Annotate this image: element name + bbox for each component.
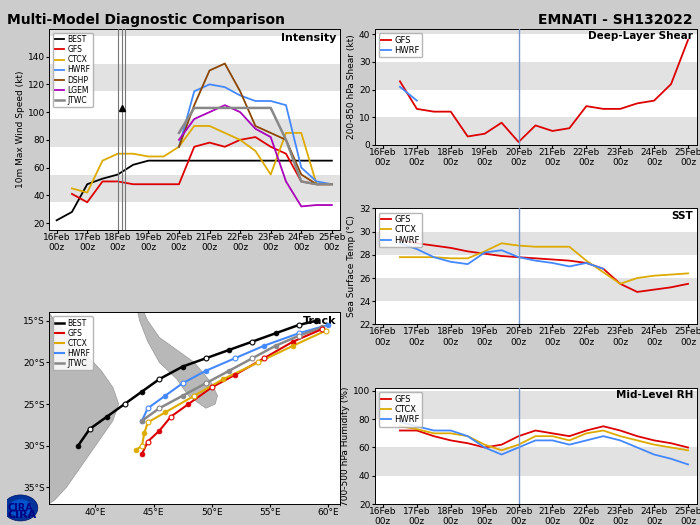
Polygon shape: [136, 298, 218, 408]
Legend: GFS, HWRF: GFS, HWRF: [379, 33, 422, 57]
Text: EMNATI - SH132022: EMNATI - SH132022: [538, 13, 693, 27]
Y-axis label: 700-500 hPa Humidity (%): 700-500 hPa Humidity (%): [342, 386, 350, 506]
Circle shape: [9, 499, 32, 517]
Bar: [374, 29, 696, 35]
Text: Mid-Level RH: Mid-Level RH: [616, 391, 693, 401]
Polygon shape: [49, 312, 119, 504]
Legend: BEST, GFS, CTCX, HWRF, DSHP, LGEM, JTWC: BEST, GFS, CTCX, HWRF, DSHP, LGEM, JTWC: [52, 33, 92, 107]
Text: Intensity: Intensity: [281, 33, 337, 43]
Text: SST: SST: [671, 211, 693, 221]
Bar: [49, 119, 340, 147]
Bar: [49, 174, 340, 202]
Bar: [374, 278, 696, 301]
Legend: BEST, GFS, CTCX, HWRF, JTWC: BEST, GFS, CTCX, HWRF, JTWC: [52, 316, 92, 371]
Text: Track: Track: [303, 316, 337, 326]
Bar: [374, 62, 696, 90]
Y-axis label: 200-850 hPa Shear (kt): 200-850 hPa Shear (kt): [347, 35, 356, 139]
Text: CIRA: CIRA: [7, 503, 33, 513]
Bar: [374, 391, 696, 419]
Y-axis label: Sea Surface Temp (°C): Sea Surface Temp (°C): [347, 215, 356, 318]
Legend: GFS, CTCX, HWRF: GFS, CTCX, HWRF: [379, 392, 422, 427]
Text: Multi-Model Diagnostic Comparison: Multi-Model Diagnostic Comparison: [7, 13, 285, 27]
Bar: [374, 447, 696, 476]
Text: Deep-Layer Shear: Deep-Layer Shear: [589, 31, 693, 41]
Bar: [374, 117, 696, 145]
Circle shape: [4, 495, 38, 521]
Legend: GFS, CTCX, HWRF: GFS, CTCX, HWRF: [379, 213, 422, 247]
Text: CIRA: CIRA: [7, 510, 36, 520]
Bar: [374, 232, 696, 255]
Bar: [49, 29, 340, 36]
Y-axis label: 10m Max Wind Speed (kt): 10m Max Wind Speed (kt): [16, 71, 25, 188]
Bar: [49, 64, 340, 91]
